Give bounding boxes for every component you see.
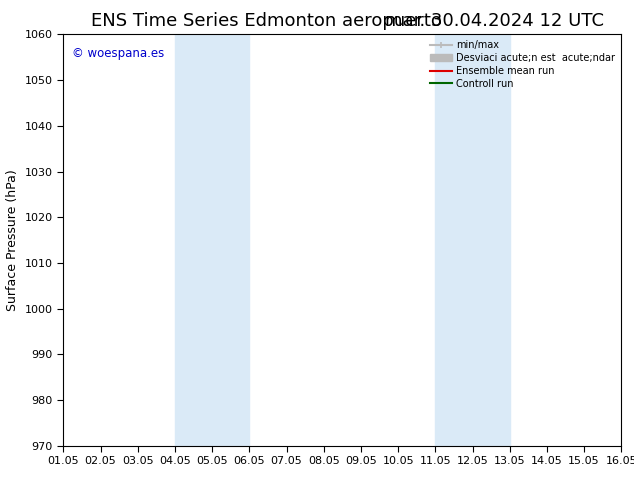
Bar [436,34,510,446]
Bar [175,34,249,446]
Text: © woespana.es: © woespana.es [72,47,164,60]
Text: ENS Time Series Edmonton aeropuerto: ENS Time Series Edmonton aeropuerto [91,12,442,30]
Text: mar. 30.04.2024 12 UTC: mar. 30.04.2024 12 UTC [385,12,604,30]
Legend: min/max, Desviaci acute;n est  acute;ndar, Ensemble mean run, Controll run: min/max, Desviaci acute;n est acute;ndar… [426,36,619,93]
Y-axis label: Surface Pressure (hPa): Surface Pressure (hPa) [6,169,19,311]
